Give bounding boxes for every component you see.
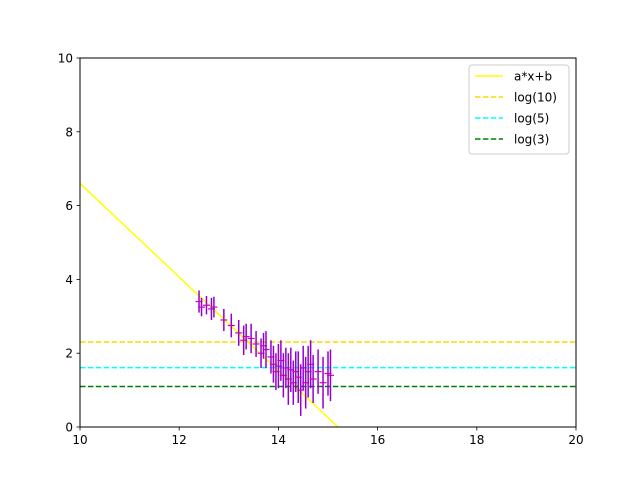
x-tick-label-3: 16 — [370, 433, 385, 447]
legend-label-3: log(3) — [514, 133, 549, 147]
data-layer — [80, 182, 576, 427]
x-axis: 10 12 14 16 18 20 — [72, 427, 584, 447]
y-axis: 0 2 4 6 8 10 — [58, 52, 80, 435]
y-tick-label-5: 10 — [58, 52, 73, 66]
legend-label-0: a*x+b — [514, 70, 552, 84]
x-tick-label-4: 18 — [469, 433, 484, 447]
y-tick-label-3: 6 — [65, 199, 73, 213]
legend-label-1: log(10) — [514, 91, 557, 105]
y-tick-label-0: 0 — [65, 421, 73, 435]
x-tick-label-2: 14 — [271, 433, 286, 447]
y-tick-label-1: 2 — [65, 347, 73, 361]
legend: a*x+b log(10) log(5) log(3) — [468, 64, 570, 155]
x-tick-label-0: 10 — [72, 433, 87, 447]
x-tick-label-1: 12 — [172, 433, 187, 447]
plot-frame — [79, 57, 577, 428]
y-tick-label-2: 4 — [65, 273, 73, 287]
legend-label-2: log(5) — [514, 112, 549, 126]
x-tick-label-5: 20 — [568, 433, 583, 447]
legend-box — [468, 64, 570, 155]
y-tick-label-4: 8 — [65, 125, 73, 139]
